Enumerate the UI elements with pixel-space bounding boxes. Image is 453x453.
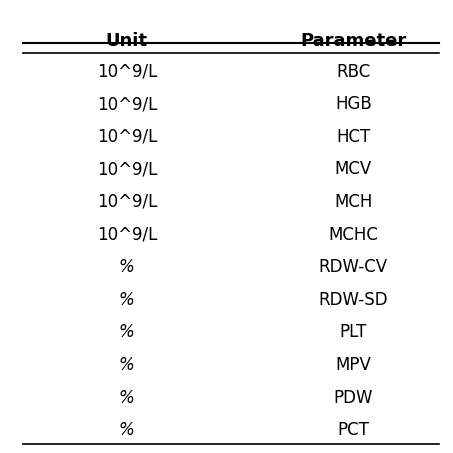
Text: 10^9/L: 10^9/L (96, 63, 157, 81)
Text: %: % (119, 291, 135, 309)
Text: Unit: Unit (106, 32, 148, 50)
Text: RDW-SD: RDW-SD (318, 291, 388, 309)
Text: RDW-CV: RDW-CV (319, 258, 388, 276)
Text: MCH: MCH (334, 193, 372, 211)
Text: PDW: PDW (333, 389, 373, 407)
Text: Parameter: Parameter (300, 32, 406, 50)
Text: %: % (119, 356, 135, 374)
Text: PCT: PCT (337, 421, 369, 439)
Text: 10^9/L: 10^9/L (96, 95, 157, 113)
Text: 10^9/L: 10^9/L (96, 193, 157, 211)
Text: MCV: MCV (335, 160, 372, 178)
Text: RBC: RBC (336, 63, 371, 81)
Text: %: % (119, 389, 135, 407)
Text: PLT: PLT (340, 323, 367, 342)
Text: %: % (119, 323, 135, 342)
Text: %: % (119, 258, 135, 276)
Text: HCT: HCT (336, 128, 371, 146)
Text: 10^9/L: 10^9/L (96, 128, 157, 146)
Text: MPV: MPV (335, 356, 371, 374)
Text: 10^9/L: 10^9/L (96, 226, 157, 244)
Text: %: % (119, 421, 135, 439)
Text: MCHC: MCHC (328, 226, 378, 244)
Text: HGB: HGB (335, 95, 372, 113)
Text: 10^9/L: 10^9/L (96, 160, 157, 178)
